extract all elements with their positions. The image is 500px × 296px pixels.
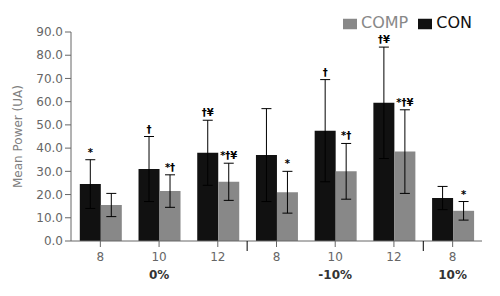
svg-text:30.0: 30.0 bbox=[36, 165, 63, 179]
svg-text:†¥: †¥ bbox=[378, 34, 390, 45]
svg-text:*†¥: *†¥ bbox=[396, 97, 413, 108]
svg-text:20.0: 20.0 bbox=[36, 188, 63, 202]
svg-text:*: * bbox=[88, 147, 94, 158]
svg-text:10%: 10% bbox=[438, 268, 467, 282]
svg-text:8: 8 bbox=[273, 250, 281, 264]
svg-text:10: 10 bbox=[151, 250, 166, 264]
svg-text:†: † bbox=[147, 124, 152, 135]
html-text:COMP: COMP bbox=[361, 13, 409, 32]
svg-text:†: † bbox=[323, 67, 328, 78]
svg-text:80.0: 80.0 bbox=[36, 48, 63, 62]
svg-text:*: * bbox=[285, 158, 291, 169]
svg-text:60.0: 60.0 bbox=[36, 95, 63, 109]
svg-text:8: 8 bbox=[449, 250, 457, 264]
svg-text:12: 12 bbox=[210, 250, 225, 264]
svg-text:8: 8 bbox=[97, 250, 105, 264]
svg-text:*: * bbox=[461, 189, 467, 200]
svg-text:0%: 0% bbox=[149, 268, 169, 282]
svg-text:*†: *† bbox=[165, 162, 175, 173]
svg-text:*†: *† bbox=[341, 130, 351, 141]
svg-text:*†¥: *†¥ bbox=[220, 150, 237, 161]
svg-text:Mean Power (UA): Mean Power (UA) bbox=[11, 85, 25, 188]
svg-text:10.0: 10.0 bbox=[36, 211, 63, 225]
svg-text:50.0: 50.0 bbox=[36, 118, 63, 132]
svg-text:70.0: 70.0 bbox=[36, 72, 63, 86]
svg-text:90.0: 90.0 bbox=[36, 25, 63, 39]
svg-text:40.0: 40.0 bbox=[36, 141, 63, 155]
svg-text:-10%: -10% bbox=[318, 268, 352, 282]
svg-text:10: 10 bbox=[328, 250, 343, 264]
svg-text:12: 12 bbox=[386, 250, 401, 264]
html-text:CON: CON bbox=[436, 13, 472, 32]
svg-text:0.0: 0.0 bbox=[44, 234, 63, 248]
svg-text:†¥: †¥ bbox=[202, 107, 214, 118]
